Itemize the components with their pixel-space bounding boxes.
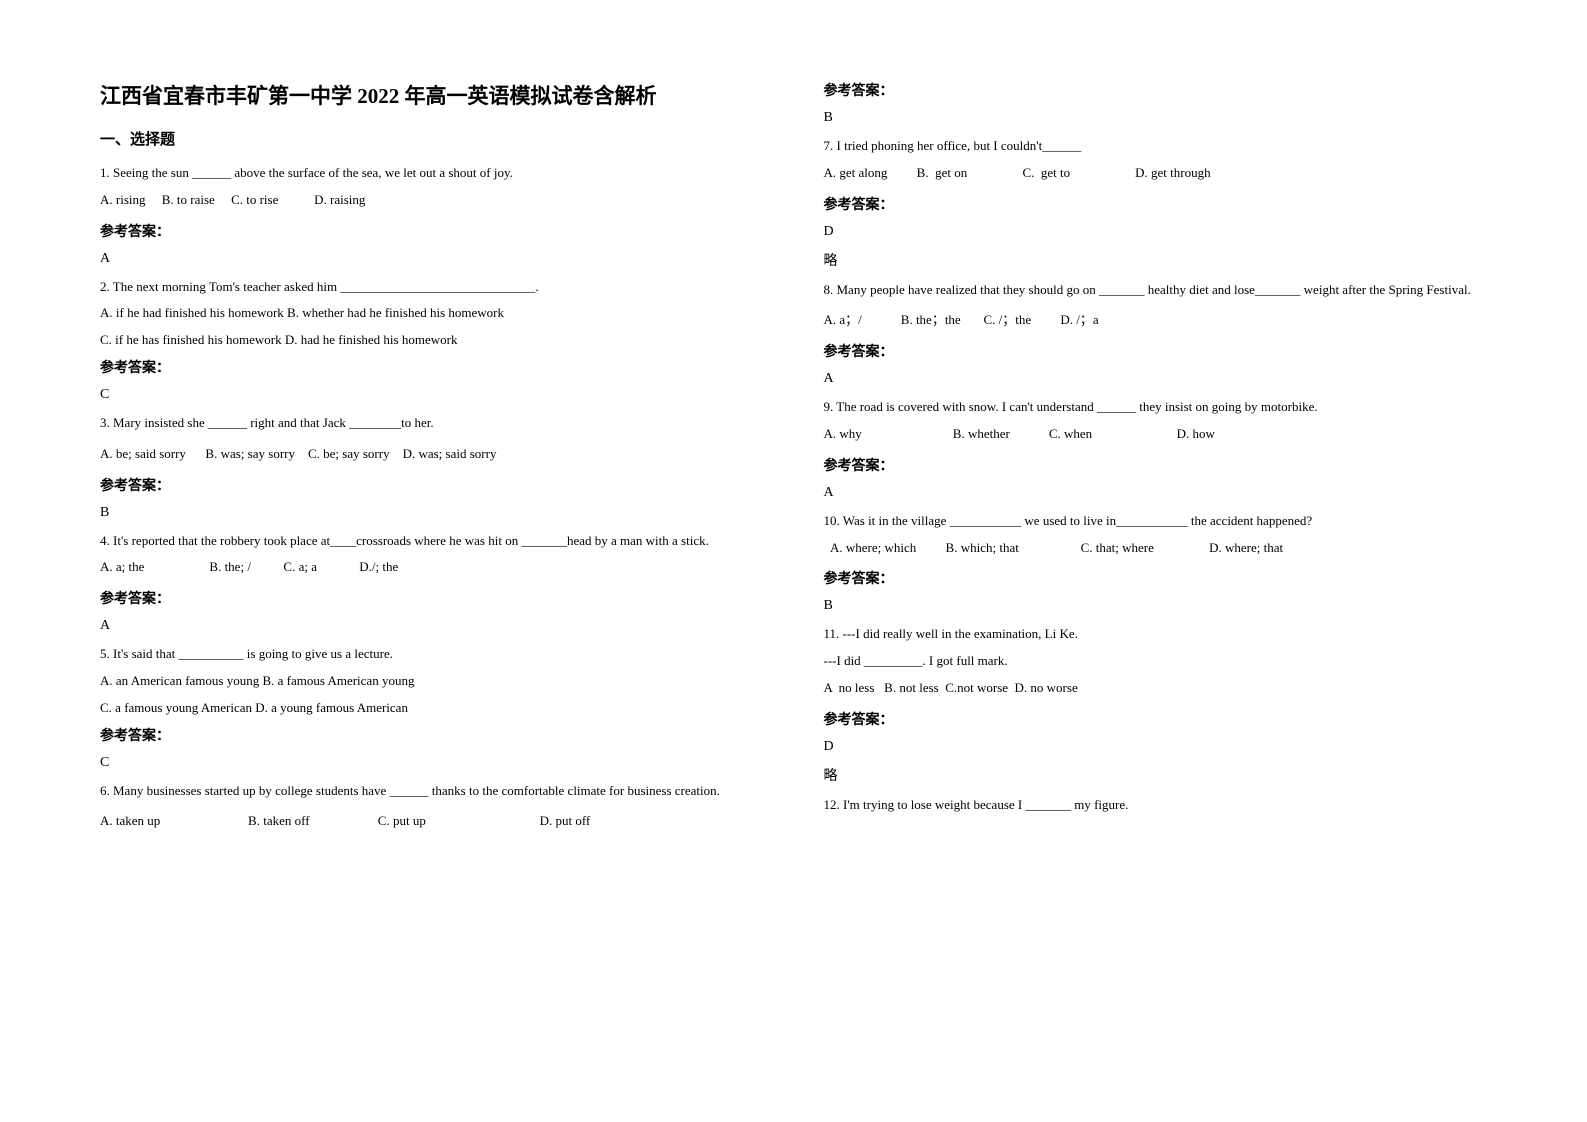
right-column: 参考答案： B 7. I tried phoning her office, b… — [824, 80, 1488, 1042]
q5-answer: C — [100, 755, 764, 771]
q11-note: 略 — [824, 765, 1488, 785]
q1-answer-label: 参考答案： — [100, 221, 764, 241]
q10-answer: B — [824, 598, 1488, 614]
q9-answer-label: 参考答案： — [824, 455, 1488, 475]
q1-opts: A. rising B. to raise C. to rise D. rais… — [100, 190, 764, 211]
q1-answer: A — [100, 251, 764, 267]
q2-opts-a: A. if he had finished his homework B. wh… — [100, 303, 764, 324]
q7-opts: A. get along B. get on C. get to D. get … — [824, 163, 1488, 184]
q6-answer: B — [824, 110, 1488, 126]
q9-opts: A. why B. whether C. when D. how — [824, 424, 1488, 445]
q7-answer-label: 参考答案： — [824, 194, 1488, 214]
q5-text: 5. It's said that __________ is going to… — [100, 644, 764, 665]
page-title: 江西省宜春市丰矿第一中学 2022 年高一英语模拟试卷含解析 — [100, 80, 764, 110]
q10-answer-label: 参考答案： — [824, 568, 1488, 588]
q2-opts-b: C. if he has finished his homework D. ha… — [100, 330, 764, 351]
q1-text: 1. Seeing the sun ______ above the surfa… — [100, 163, 764, 184]
q4-answer: A — [100, 618, 764, 634]
q8-answer: A — [824, 371, 1488, 387]
q7-text: 7. I tried phoning her office, but I cou… — [824, 136, 1488, 157]
q11-text: 11. ---I did really well in the examinat… — [824, 624, 1488, 645]
q7-answer: D — [824, 224, 1488, 240]
q9-text: 9. The road is covered with snow. I can'… — [824, 397, 1488, 418]
q4-opts: A. a; the B. the; / C. a; a D./; the — [100, 557, 764, 578]
q5-opts-a: A. an American famous young B. a famous … — [100, 671, 764, 692]
left-column: 江西省宜春市丰矿第一中学 2022 年高一英语模拟试卷含解析 一、选择题 1. … — [100, 80, 764, 1042]
q7-note: 略 — [824, 250, 1488, 270]
q3-text: 3. Mary insisted she ______ right and th… — [100, 413, 764, 434]
q3-opts: A. be; said sorry B. was; say sorry C. b… — [100, 444, 764, 465]
q2-answer: C — [100, 387, 764, 403]
q4-answer-label: 参考答案： — [100, 588, 764, 608]
q3-answer: B — [100, 505, 764, 521]
q4-text: 4. It's reported that the robbery took p… — [100, 531, 764, 552]
q6-answer-label: 参考答案： — [824, 80, 1488, 100]
q2-text: 2. The next morning Tom's teacher asked … — [100, 277, 764, 298]
q11-answer: D — [824, 739, 1488, 755]
q11-opts: A no less B. not less C.not worse D. no … — [824, 678, 1488, 699]
q11-text2: ---I did _________. I got full mark. — [824, 651, 1488, 672]
q3-answer-label: 参考答案： — [100, 475, 764, 495]
q8-text: 8. Many people have realized that they s… — [824, 280, 1488, 301]
q12-text: 12. I'm trying to lose weight because I … — [824, 795, 1488, 816]
q8-answer-label: 参考答案： — [824, 341, 1488, 361]
q9-answer: A — [824, 485, 1488, 501]
q10-text: 10. Was it in the village ___________ we… — [824, 511, 1488, 532]
q8-opts: A. a；/ B. the；the C. /；the D. /；a — [824, 310, 1488, 331]
q2-answer-label: 参考答案： — [100, 357, 764, 377]
q5-answer-label: 参考答案： — [100, 725, 764, 745]
q5-opts-b: C. a famous young American D. a young fa… — [100, 698, 764, 719]
q6-text: 6. Many businesses started up by college… — [100, 781, 764, 802]
q11-answer-label: 参考答案： — [824, 709, 1488, 729]
q10-opts: A. where; which B. which; that C. that; … — [824, 538, 1488, 559]
section-header: 一、选择题 — [100, 128, 764, 149]
q6-opts: A. taken up B. taken off C. put up D. pu… — [100, 811, 764, 832]
